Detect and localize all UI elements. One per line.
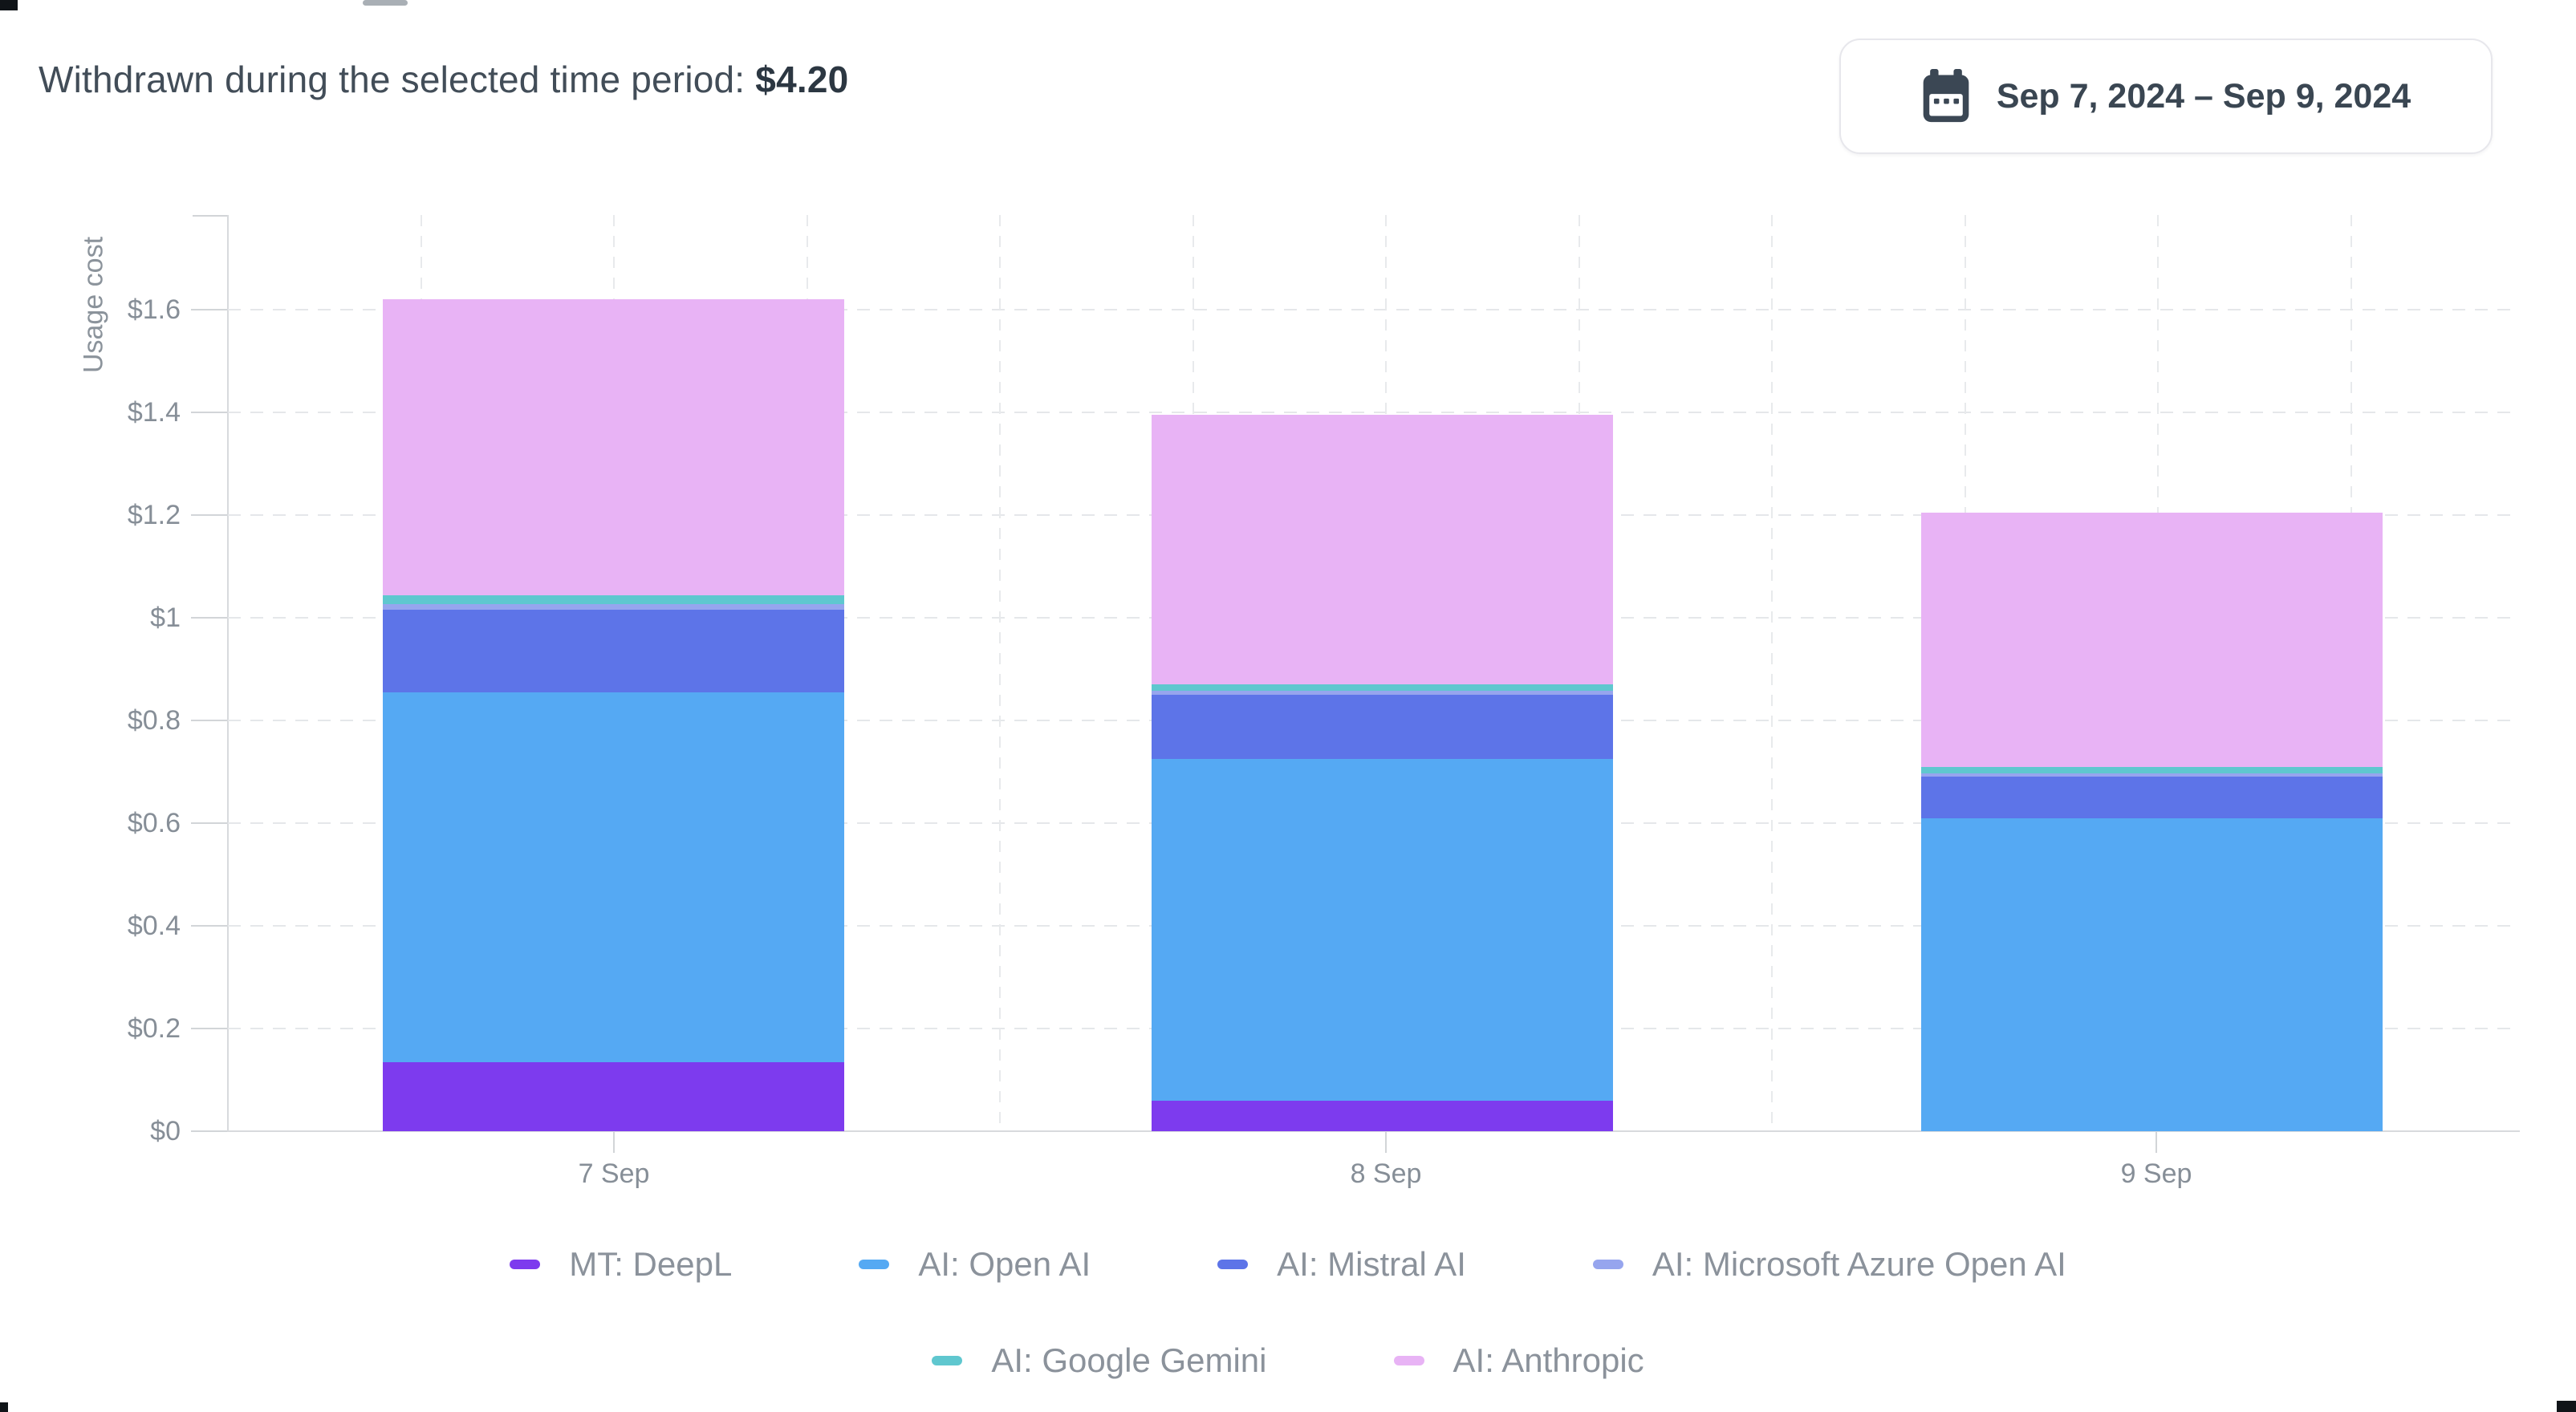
legend-marker-dash-icon bbox=[932, 1356, 963, 1365]
y-axis-tick bbox=[191, 513, 227, 516]
y-axis-tick-label: $0 bbox=[150, 1116, 181, 1146]
x-axis-tick-label: 8 Sep bbox=[1350, 1158, 1422, 1189]
x-axis-tick-label: 9 Sep bbox=[2120, 1158, 2192, 1189]
y-axis-tick bbox=[191, 924, 227, 927]
legend-item[interactable]: AI: Microsoft Azure Open AI bbox=[1592, 1245, 2066, 1284]
y-axis-tick bbox=[191, 411, 227, 413]
y-axis-tick-label: $1.2 bbox=[127, 499, 181, 530]
x-axis-tick bbox=[2155, 1132, 2157, 1153]
legend-item[interactable]: AI: Open AI bbox=[859, 1245, 1091, 1284]
date-range-picker-button[interactable]: Sep 7, 2024 – Sep 9, 2024 bbox=[1839, 39, 2493, 154]
bar-segment[interactable] bbox=[1152, 758, 1613, 1101]
screen-artifact-bottom-left bbox=[0, 1402, 8, 1412]
bar-segment[interactable] bbox=[383, 603, 844, 611]
legend-label: AI: Anthropic bbox=[1453, 1341, 1644, 1379]
bar-segment[interactable] bbox=[383, 595, 844, 604]
legend-label: MT: DeepL bbox=[569, 1245, 733, 1283]
y-axis-tick bbox=[191, 1130, 227, 1132]
y-axis-tick-label: $0.8 bbox=[127, 704, 181, 736]
legend-marker-dash-icon bbox=[1217, 1260, 1249, 1269]
screen-artifact-bottom-right bbox=[2557, 1401, 2576, 1412]
y-axis-tick bbox=[191, 1027, 227, 1029]
y-axis-tick-label: $1.6 bbox=[127, 294, 181, 325]
legend-row: MT: DeepL AI: Open AI AI: Mistral AI AI: Mi… bbox=[510, 1245, 2066, 1284]
y-axis-tick bbox=[191, 719, 227, 721]
bar-segment[interactable] bbox=[1921, 773, 2383, 777]
plot-area bbox=[228, 215, 2520, 1131]
x-axis-tick bbox=[613, 1132, 615, 1153]
screen-artifact-top-left bbox=[0, 0, 18, 10]
legend-item[interactable]: AI: Anthropic bbox=[1393, 1341, 1644, 1380]
y-axis-line bbox=[227, 215, 229, 1132]
bar-segment[interactable] bbox=[383, 692, 844, 1062]
legend-item[interactable]: MT: DeepL bbox=[510, 1245, 732, 1284]
y-axis-tick-label: $1 bbox=[150, 602, 181, 633]
bar-segment[interactable] bbox=[1921, 818, 2383, 1131]
legend-item[interactable]: AI: Mistral AI bbox=[1217, 1245, 1466, 1284]
bar-segment[interactable] bbox=[1152, 684, 1613, 691]
y-axis-tick bbox=[191, 822, 227, 824]
gridline-vertical bbox=[999, 215, 1001, 1131]
gridline-vertical bbox=[1771, 215, 1773, 1131]
bar-segment[interactable] bbox=[1921, 766, 2383, 773]
y-axis-tick-label: $0.6 bbox=[127, 807, 181, 838]
legend-label: AI: Open AI bbox=[918, 1245, 1091, 1283]
page-title: Withdrawn during the selected time perio… bbox=[39, 58, 848, 101]
screen-artifact-top-smudge bbox=[363, 0, 408, 6]
legend-row: AI: Google Gemini AI: Anthropic bbox=[932, 1341, 1644, 1380]
y-axis-tick bbox=[191, 616, 227, 619]
legend-marker-dash-icon bbox=[859, 1260, 890, 1269]
gridline-horizontal bbox=[228, 308, 2520, 310]
legend-label: AI: Microsoft Azure Open AI bbox=[1652, 1245, 2066, 1283]
y-axis-tick bbox=[191, 308, 227, 310]
y-axis-top-tick bbox=[193, 215, 228, 217]
legend-marker-dash-icon bbox=[510, 1260, 541, 1269]
bar-segment[interactable] bbox=[1152, 1100, 1613, 1131]
bar-segment[interactable] bbox=[1921, 512, 2383, 767]
bar-segment[interactable] bbox=[383, 610, 844, 692]
bar-segment[interactable] bbox=[383, 1061, 844, 1131]
withdrawn-amount: $4.20 bbox=[755, 59, 849, 100]
x-axis-line bbox=[217, 1130, 2520, 1132]
y-axis-tick-label: $0.2 bbox=[127, 1012, 181, 1044]
bar-segment[interactable] bbox=[383, 299, 844, 596]
bar-segment[interactable] bbox=[1152, 415, 1613, 685]
calendar-icon bbox=[1923, 69, 1969, 123]
legend-label: AI: Google Gemini bbox=[991, 1341, 1267, 1379]
bar-segment[interactable] bbox=[1921, 777, 2383, 818]
y-axis-tick-label: $0.4 bbox=[127, 910, 181, 941]
date-range-text: Sep 7, 2024 – Sep 9, 2024 bbox=[1996, 76, 2411, 116]
x-axis-tick bbox=[1385, 1132, 1387, 1153]
withdrawn-label: Withdrawn during the selected time perio… bbox=[39, 59, 746, 100]
legend-label: AI: Mistral AI bbox=[1277, 1245, 1466, 1283]
legend-marker-dash-icon bbox=[1393, 1356, 1424, 1365]
legend-marker-dash-icon bbox=[1592, 1260, 1623, 1269]
legend-item[interactable]: AI: Google Gemini bbox=[932, 1341, 1267, 1380]
chart-legend: MT: DeepL AI: Open AI AI: Mistral AI AI: Mi… bbox=[0, 1245, 2576, 1380]
bar-segment[interactable] bbox=[1152, 694, 1613, 759]
x-axis-tick-label: 7 Sep bbox=[578, 1158, 650, 1189]
gridline-horizontal bbox=[228, 411, 2520, 413]
bar-segment[interactable] bbox=[1152, 690, 1613, 695]
y-axis-tick-label: $1.4 bbox=[127, 396, 181, 428]
